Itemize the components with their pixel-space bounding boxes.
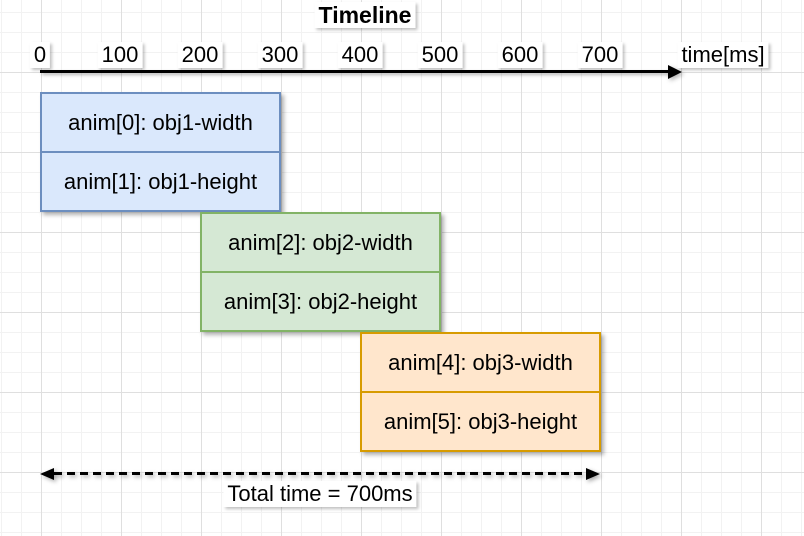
- axis-tick-label: 700: [577, 42, 623, 68]
- diagram-title: Timeline: [314, 2, 416, 28]
- anim-block: anim[3]: obj2-height: [202, 271, 439, 330]
- axis-tick-label: 500: [417, 42, 463, 68]
- anim-group-obj3: anim[4]: obj3-width anim[5]: obj3-height: [360, 332, 601, 452]
- anim-group-obj1: anim[0]: obj1-width anim[1]: obj1-height: [40, 92, 281, 212]
- axis-tick-label: 600: [497, 42, 543, 68]
- axis-tick-label: 300: [257, 42, 303, 68]
- anim-block: anim[0]: obj1-width: [68, 109, 253, 135]
- total-time-label: Total time = 700ms: [223, 481, 417, 507]
- axis-tick-label: 200: [177, 42, 223, 68]
- arrowhead-left-icon: [40, 467, 54, 480]
- axis-unit-label: time[ms]: [677, 42, 769, 68]
- time-axis-line: [40, 70, 668, 73]
- axis-tick-label: 400: [337, 42, 383, 68]
- arrowhead-right-icon: [586, 467, 600, 480]
- axis-tick-label: 100: [97, 42, 143, 68]
- anim-block: anim[5]: obj3-height: [362, 391, 599, 450]
- anim-block: anim[1]: obj1-height: [42, 151, 279, 210]
- dashed-line: [54, 472, 586, 475]
- time-axis-arrowhead-icon: [668, 64, 682, 79]
- anim-group-obj2: anim[2]: obj2-width anim[3]: obj2-height: [200, 212, 441, 332]
- anim-block: anim[4]: obj3-width: [388, 349, 573, 375]
- anim-block: anim[2]: obj2-width: [228, 229, 413, 255]
- axis-tick-label: 0: [29, 42, 51, 68]
- total-duration-arrow: [40, 466, 600, 481]
